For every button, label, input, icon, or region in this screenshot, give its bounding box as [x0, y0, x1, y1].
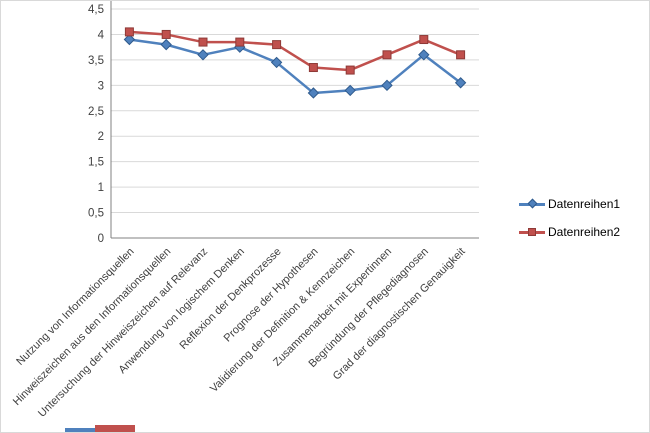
- legend-label-datenreihen2: Datenreihen2: [548, 225, 621, 239]
- legend-marker-datenreihen2: [519, 226, 545, 238]
- y-tick-label: 3: [98, 80, 104, 92]
- square-marker-icon: [528, 228, 536, 236]
- series-datenreihen1: [123, 33, 467, 99]
- data-point-marker[interactable]: [382, 50, 392, 60]
- x-tick-label: Grad der diagnostischen Genauigkeit: [331, 246, 468, 383]
- data-point-marker[interactable]: [454, 77, 467, 89]
- data-point-marker[interactable]: [123, 33, 136, 46]
- legend-item-datenreihen1[interactable]: Datenreihen1: [519, 197, 620, 211]
- data-point-marker[interactable]: [272, 40, 282, 50]
- data-point-marker[interactable]: [308, 63, 318, 73]
- data-point-marker[interactable]: [381, 79, 393, 92]
- y-tick-label: 1: [98, 182, 104, 194]
- legend-label-datenreihen1: Datenreihen1: [548, 197, 621, 211]
- y-tick-label: 4: [98, 29, 105, 41]
- y-tick-label: 3,5: [88, 55, 104, 67]
- diamond-marker-icon: [527, 198, 538, 209]
- data-point-marker[interactable]: [419, 35, 429, 45]
- y-tick-label: 1,5: [88, 157, 104, 169]
- y-tick-label: 4,5: [88, 4, 104, 16]
- data-point-marker[interactable]: [160, 38, 172, 51]
- gridlines: [111, 8, 479, 239]
- data-point-marker[interactable]: [197, 49, 209, 61]
- x-tick-label: Hinweiszeichen aus den Informationsquell…: [11, 246, 173, 408]
- data-point-marker[interactable]: [456, 50, 466, 60]
- data-point-marker[interactable]: [235, 37, 245, 47]
- data-point-marker[interactable]: [124, 27, 134, 37]
- data-point-marker[interactable]: [418, 49, 430, 61]
- y-tick-label: 2: [98, 131, 104, 143]
- series-datenreihen2: [124, 27, 466, 75]
- data-point-marker[interactable]: [161, 29, 171, 39]
- y-axis-tick-labels: 0 0,5 1 1,5 2 2,5 3 3,5 4 4,5: [88, 4, 105, 245]
- y-tick-label: 2,5: [88, 106, 104, 118]
- y-tick-label: 0,5: [88, 208, 104, 220]
- y-tick-label: 0: [98, 233, 104, 245]
- data-point-marker[interactable]: [307, 87, 320, 99]
- legend-item-datenreihen2[interactable]: Datenreihen2: [519, 225, 620, 239]
- data-point-marker[interactable]: [344, 84, 356, 97]
- data-point-marker[interactable]: [345, 65, 355, 75]
- x-tick-label: Untersuchung der Hinweiszeichen auf Rele…: [36, 246, 210, 420]
- x-axis-category-labels: Nutzung von InformationsquellenHinweisze…: [11, 246, 468, 420]
- data-point-marker[interactable]: [198, 37, 208, 47]
- data-point-marker[interactable]: [270, 56, 283, 69]
- legend-marker-datenreihen1: [519, 198, 545, 210]
- chart-legend: Datenreihen1 Datenreihen2: [519, 197, 620, 239]
